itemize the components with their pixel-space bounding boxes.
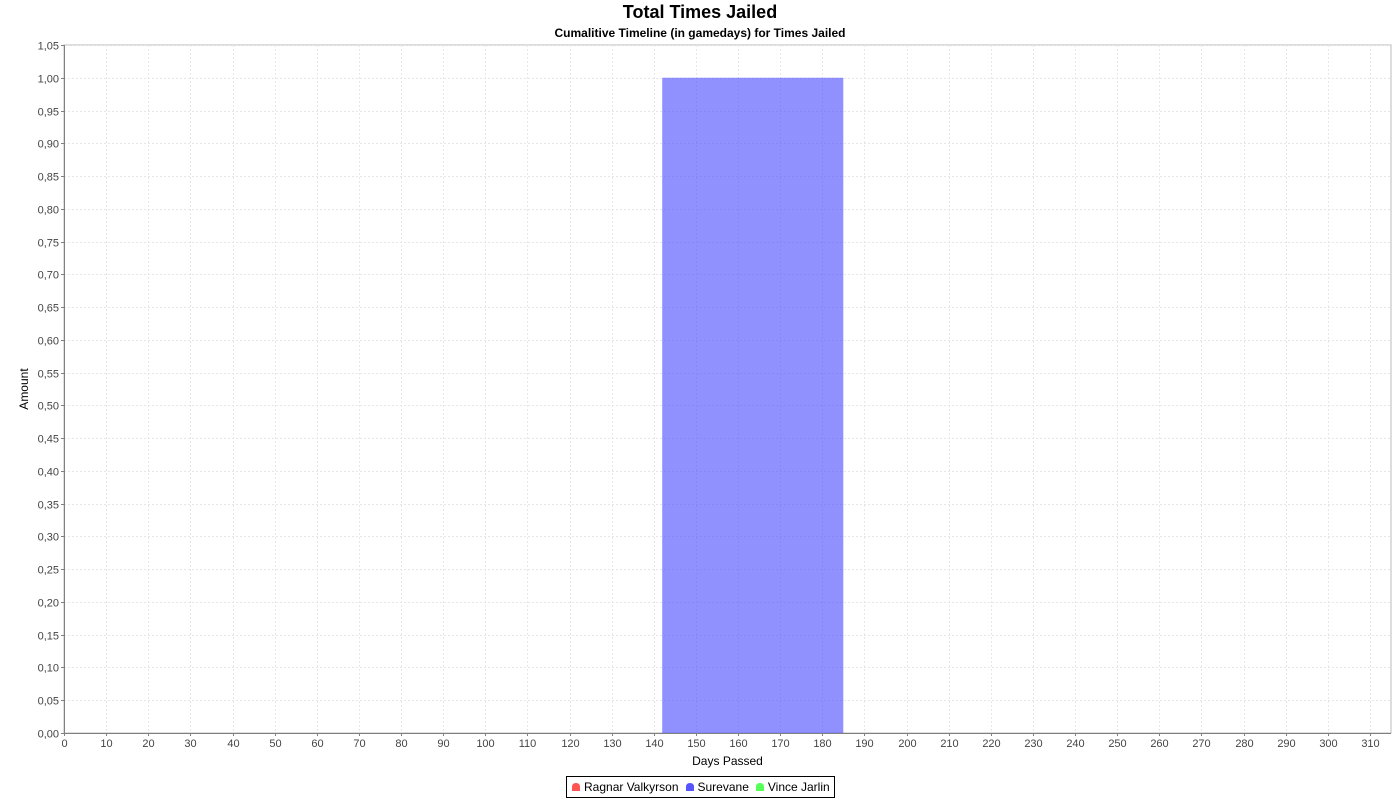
- x-tick-label: 240: [1066, 738, 1084, 750]
- x-tick-label: 260: [1150, 738, 1168, 750]
- y-tick-label: 0,05: [38, 696, 59, 708]
- x-tick-label: 270: [1192, 738, 1210, 750]
- y-tick-label: 0,40: [38, 467, 59, 479]
- y-tick-label: 0,35: [38, 500, 59, 512]
- y-tick-label: 0,15: [38, 631, 59, 643]
- x-tick-label: 280: [1235, 738, 1253, 750]
- x-tick-label: 120: [561, 738, 579, 750]
- legend-label: Vince Jarlin: [767, 780, 830, 794]
- y-tick-label: 0,45: [38, 434, 59, 446]
- y-tick-label: 1,00: [38, 74, 59, 86]
- y-axis-label: Amount: [17, 368, 31, 410]
- x-tick-label: 10: [100, 738, 112, 750]
- x-tick-label: 30: [184, 738, 196, 750]
- legend-label: Ragnar Valkyrson: [584, 780, 679, 794]
- x-tick-label: 110: [519, 738, 537, 750]
- x-tick-label: 70: [353, 738, 365, 750]
- x-tick-label: 40: [227, 738, 239, 750]
- legend-item-vince-jarlin: Vince Jarlin: [755, 780, 830, 794]
- x-tick-label: 50: [269, 738, 281, 750]
- x-tick-label: 60: [311, 738, 323, 750]
- x-tick-label: 130: [603, 738, 621, 750]
- legend-label: Surevane: [697, 780, 749, 794]
- x-tick-label: 170: [771, 738, 789, 750]
- x-tick-label: 310: [1361, 738, 1379, 750]
- x-tick-label: 230: [1024, 738, 1042, 750]
- y-tick-label: 0,75: [38, 238, 59, 250]
- legend-item-ragnar-valkyrson: Ragnar Valkyrson: [571, 780, 679, 794]
- x-tick-label: 20: [142, 738, 154, 750]
- legend-swatch-icon: [755, 783, 764, 791]
- y-tick-label: 0,60: [38, 336, 59, 348]
- legend: Ragnar Valkyrson Surevane Vince Jarlin: [566, 776, 835, 798]
- x-axis-label: Days Passed: [692, 754, 763, 768]
- y-tick-label: 0,80: [38, 205, 59, 217]
- legend-swatch-icon: [572, 783, 580, 791]
- legend-swatch-icon: [685, 783, 694, 791]
- y-tick-label: 1,05: [38, 41, 59, 53]
- x-tick-label: 180: [813, 738, 831, 750]
- x-tick-label: 210: [940, 738, 958, 750]
- y-tick-label: 0,85: [38, 172, 59, 184]
- chart-title: Total Times Jailed: [622, 2, 778, 22]
- legend-item-surevane: Surevane: [685, 780, 749, 794]
- x-tick-label: 150: [687, 738, 705, 750]
- chart-subtitle: Cumalitive Timeline (in gamedays) for Ti…: [554, 26, 846, 40]
- x-tick-label: 140: [645, 738, 663, 750]
- y-tick-label: 0,30: [38, 532, 59, 544]
- y-tick-label: 0,25: [38, 565, 59, 577]
- x-tick-label: 200: [898, 738, 916, 750]
- y-tick-label: 0,70: [38, 270, 59, 282]
- y-tick-label: 0,10: [38, 663, 59, 675]
- x-tick-label: 290: [1277, 738, 1295, 750]
- y-tick-label: 0,00: [38, 729, 59, 741]
- y-tick-label: 0,20: [38, 598, 59, 610]
- x-tick-label: 90: [437, 738, 449, 750]
- x-tick-label: 190: [855, 738, 873, 750]
- y-tick-label: 0,50: [38, 401, 59, 413]
- x-tick-label: 80: [395, 738, 407, 750]
- x-tick-label: 100: [476, 738, 494, 750]
- y-tick-label: 0,90: [38, 139, 59, 151]
- y-tick-label: 0,65: [38, 303, 59, 315]
- x-tick-label: 220: [982, 738, 1000, 750]
- y-tick-label: 0,95: [38, 107, 59, 119]
- y-tick-label: 0,55: [38, 369, 59, 381]
- x-tick-label: 250: [1108, 738, 1126, 750]
- x-tick-label: 160: [729, 738, 747, 750]
- x-tick-label: 300: [1319, 738, 1337, 750]
- series-area-surevane: [662, 77, 844, 734]
- x-tick-label: 0: [61, 738, 67, 750]
